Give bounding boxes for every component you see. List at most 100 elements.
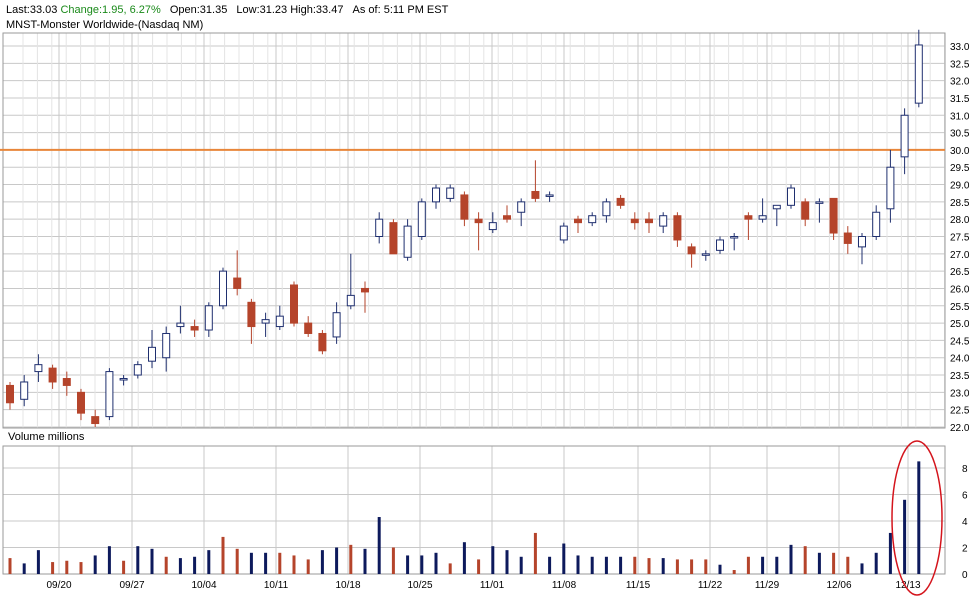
price-tick-label: 25.5 [950,302,970,313]
candle-body [659,215,668,227]
volume-bar [207,550,211,574]
price-tick-label: 24.5 [950,336,970,347]
candle [645,212,653,234]
candle [474,212,483,251]
volume-bar [420,555,424,574]
date-tick-label: 11/08 [552,580,577,591]
candle-body [91,416,100,425]
candle [787,184,795,209]
candle-body [758,215,767,220]
volume-bar [36,550,40,574]
open-label: Open: [169,4,200,16]
candle [545,191,554,202]
change-label: Change: [60,4,103,16]
volume-bar [349,544,353,574]
candle-body [204,305,213,331]
date-tick-label: 11/15 [626,580,651,591]
volume-bar [306,559,310,574]
volume-bar [249,552,253,574]
candle-body [829,197,838,234]
volume-bar [136,546,140,574]
volume-bar [278,552,282,574]
candle-body [304,322,313,334]
volume-bar [320,550,324,574]
price-tick-label: 23.5 [950,371,970,382]
volume-bar [150,548,154,574]
chart-frames [2,32,946,575]
candle-body [403,225,412,258]
volume-bar [335,547,339,574]
candle-body [503,215,511,220]
volume-bar [164,556,168,574]
candle [91,409,100,427]
volume-bar [917,461,921,574]
candle [730,233,739,251]
candle-body [162,332,171,359]
volume-bar [8,558,12,574]
volume-bar [292,555,296,574]
candle [446,184,455,202]
candle [219,267,227,310]
candle [361,281,369,313]
candle [105,368,114,421]
candle-body [290,284,298,324]
high-value: 33.47 [315,4,344,16]
volume-bar [491,546,495,574]
candle-body [105,371,114,418]
candle [275,305,284,331]
price-tick-label: 22.0 [950,423,970,434]
candle [829,197,838,240]
date-axis-ticks: 09/20 09/27 10/04 10/11 10/18 10/25 11/01 11/08… [46,580,920,591]
candle-body [801,201,810,220]
candle [744,212,753,240]
volume-bar [193,556,197,574]
candle [531,160,540,202]
candle [872,205,881,240]
last-label: Last: [6,4,30,16]
candle [176,305,185,334]
candle [460,191,469,227]
volume-bar [775,556,779,574]
volume-bar [363,548,367,574]
volume-bar [633,556,637,574]
volume-bar [264,552,268,574]
volume-title: Volume millions [8,431,85,443]
volume-bar [803,546,807,574]
date-tick-label: 11/22 [698,580,723,591]
volume-frame [2,445,946,575]
volume-bar [604,556,608,574]
candle-body [900,114,909,158]
volume-bar [661,558,665,574]
candle-body [772,204,781,210]
candle [417,198,426,240]
volume-tick-label: 0 [962,570,968,581]
volume-bar [846,556,850,574]
price-tick-label: 31.0 [950,111,970,122]
candle [261,312,270,337]
candle [886,149,895,223]
candle-body [645,218,653,224]
candle-body [446,187,455,199]
volume-bar [51,562,55,574]
price-tick-label: 27.5 [950,233,970,244]
volume-tick-label: 2 [962,544,968,555]
candle-body [6,384,14,404]
candle [900,108,909,175]
candle [517,198,526,227]
volume-bar [377,517,381,574]
volume-bar [462,542,466,574]
volume-bar [576,555,580,574]
candle [574,215,582,234]
candle [304,316,313,337]
candle-body [914,44,923,104]
volume-tick-label: 6 [962,491,968,502]
candle [432,184,440,209]
volume-bar [93,555,97,574]
candle-body [432,187,440,203]
candle-body [417,201,426,237]
price-tick-label: 32.0 [950,77,970,88]
volume-bar [122,560,126,574]
candle-body [275,315,284,328]
volume-bar [548,556,552,574]
price-tick-label: 26.5 [950,267,970,278]
